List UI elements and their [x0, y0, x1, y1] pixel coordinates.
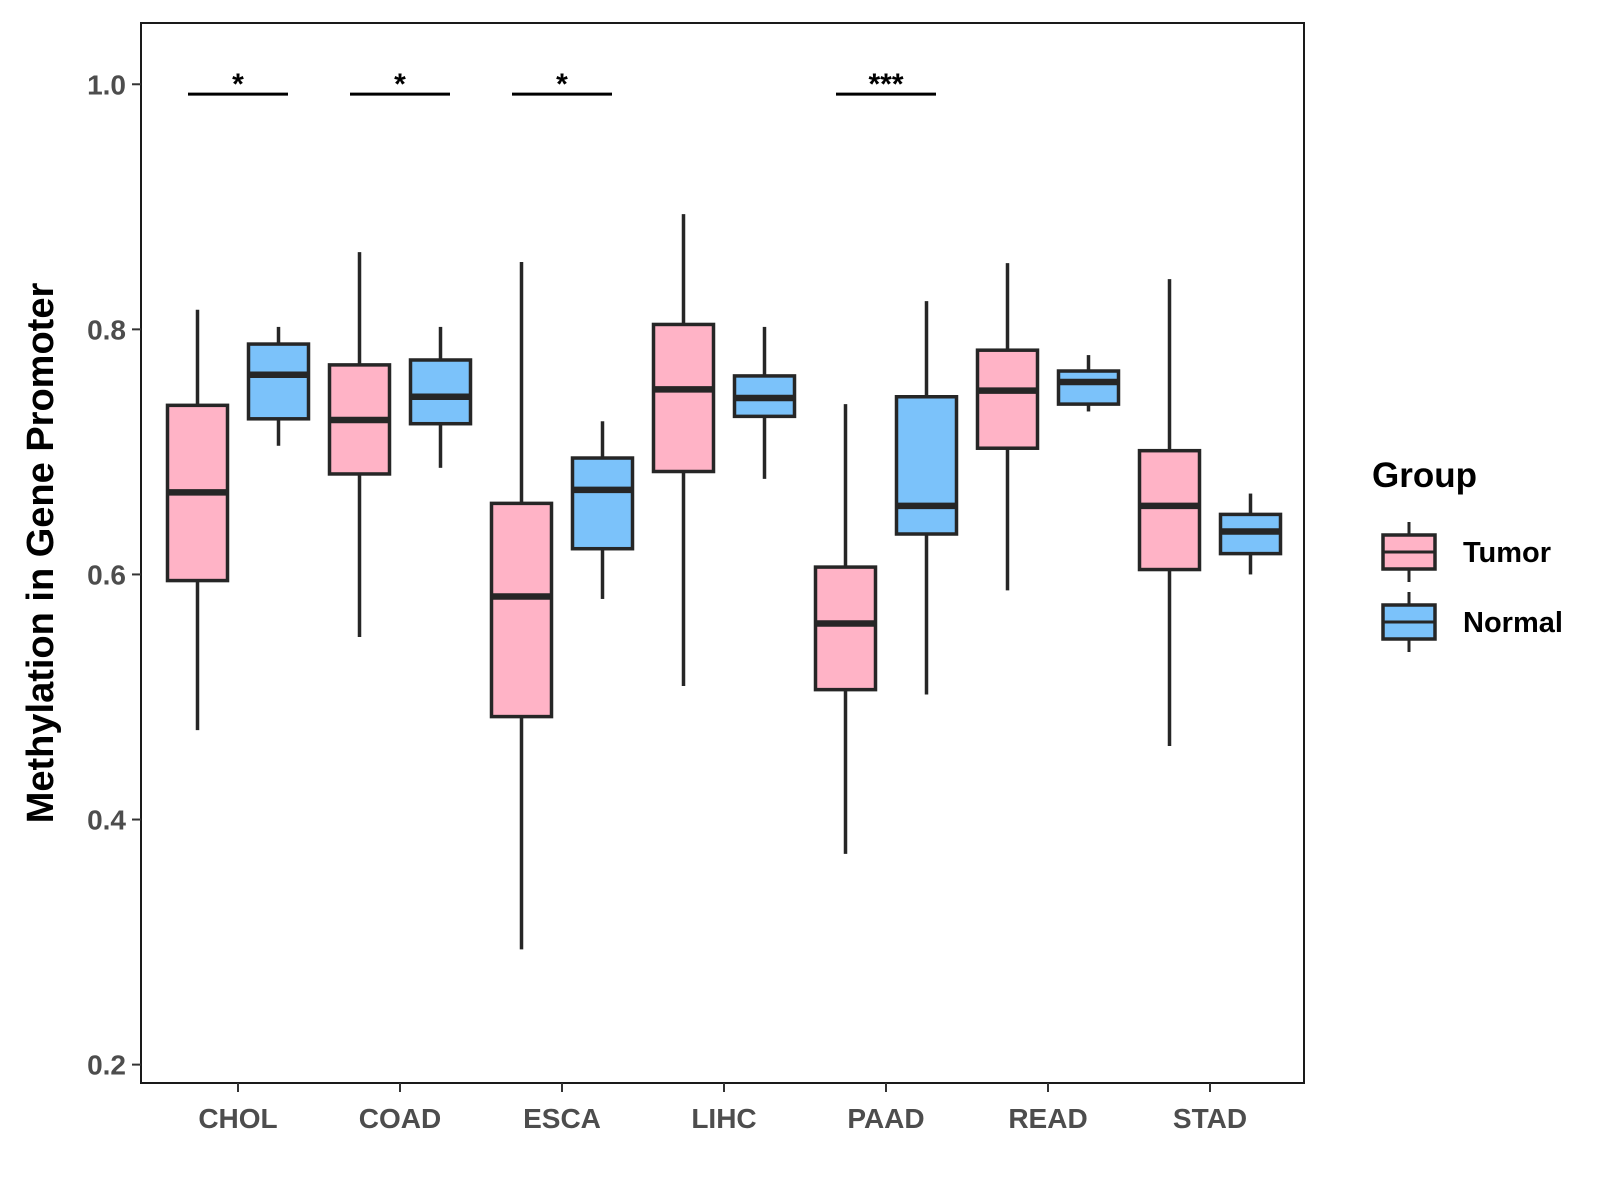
- box-lihc-tumor: [651, 214, 716, 686]
- box-iqr: [651, 322, 716, 474]
- legend: Group Tumor Normal: [1372, 456, 1563, 652]
- y-axis: 0.2 0.4 0.6 0.8 1.0: [87, 69, 141, 1081]
- y-tick-label: 0.4: [87, 805, 126, 836]
- legend-label-normal: Normal: [1463, 607, 1563, 639]
- box-stad-tumor: [1137, 279, 1202, 747]
- box-chol-normal: [246, 326, 311, 446]
- box-iqr: [894, 395, 959, 536]
- significance-layer: * * * ***: [188, 68, 936, 101]
- significance-label: ***: [868, 68, 903, 101]
- significance-label: *: [232, 68, 244, 101]
- significance-label: *: [556, 68, 568, 101]
- x-tick-label-coad: COAD: [359, 1103, 441, 1134]
- box-read-tumor: [975, 263, 1040, 591]
- x-tick-label-paad: PAAD: [847, 1103, 924, 1134]
- box-iqr: [570, 456, 635, 551]
- significance-label: *: [394, 68, 406, 101]
- legend-title: Group: [1372, 456, 1477, 495]
- x-tick-label-stad: STAD: [1173, 1103, 1247, 1134]
- box-esca-tumor: [489, 261, 554, 950]
- box-read-normal: [1056, 355, 1121, 412]
- y-tick-label: 0.8: [87, 314, 126, 345]
- box-iqr: [1137, 448, 1202, 572]
- y-axis-title: Methylation in Gene Promoter: [20, 283, 62, 824]
- box-iqr: [1056, 369, 1121, 406]
- x-axis: CHOL COAD ESCA LIHC PAAD READ STAD: [198, 1083, 1247, 1134]
- legend-key-tumor: Tumor: [1381, 522, 1551, 582]
- box-chol-tumor: [165, 309, 230, 731]
- x-tick-label-esca: ESCA: [523, 1103, 601, 1134]
- box-iqr: [408, 358, 473, 426]
- box-iqr: [813, 565, 878, 692]
- box-esca-normal: [570, 421, 635, 599]
- box-iqr: [246, 342, 311, 421]
- box-iqr: [975, 348, 1040, 450]
- legend-label-tumor: Tumor: [1463, 537, 1551, 569]
- box-paad-tumor: [813, 404, 878, 854]
- y-tick-label: 1.0: [87, 69, 126, 100]
- x-tick-label-chol: CHOL: [198, 1103, 277, 1134]
- y-tick-label: 0.2: [87, 1050, 126, 1081]
- x-tick-label-read: READ: [1008, 1103, 1087, 1134]
- box-lihc-normal: [732, 326, 797, 479]
- y-tick-label: 0.6: [87, 559, 126, 590]
- boxes-layer: [165, 214, 1283, 950]
- box-coad-normal: [408, 326, 473, 468]
- box-stad-normal: [1218, 493, 1283, 575]
- legend-key-normal: Normal: [1381, 592, 1563, 652]
- box-iqr: [489, 501, 554, 719]
- box-paad-normal: [894, 301, 959, 695]
- x-tick-label-lihc: LIHC: [691, 1103, 756, 1134]
- plot-panel-border: [140, 22, 1305, 1084]
- box-coad-tumor: [327, 252, 392, 637]
